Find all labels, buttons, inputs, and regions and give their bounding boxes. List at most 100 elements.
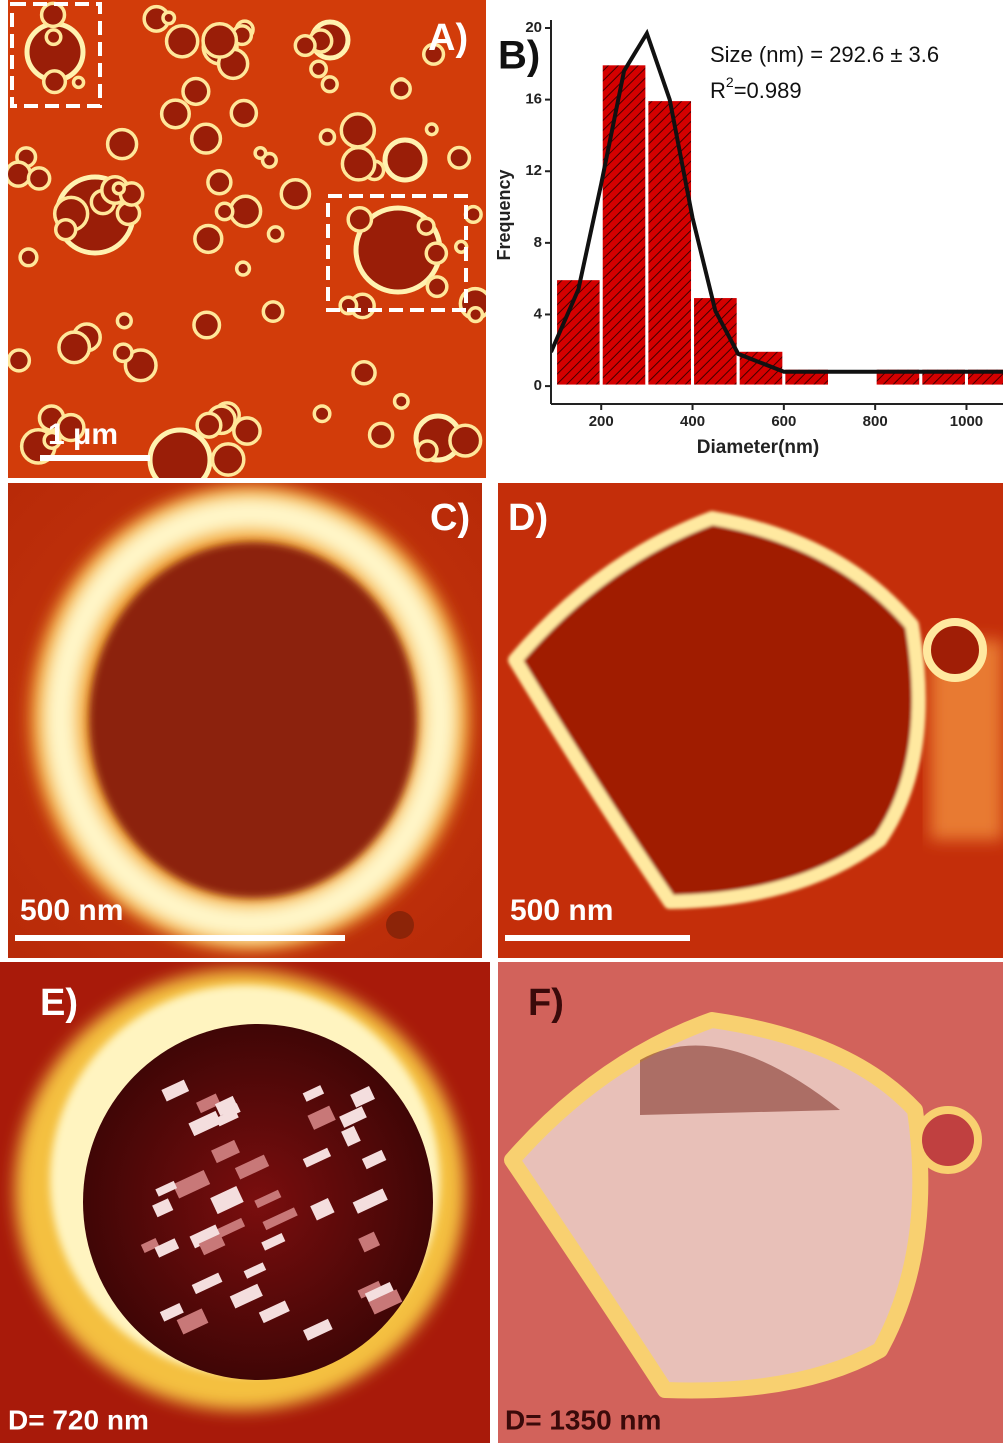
pit xyxy=(44,71,66,93)
pit xyxy=(295,36,315,56)
pit xyxy=(150,430,210,490)
pit xyxy=(192,124,221,153)
pit xyxy=(255,148,266,159)
pit xyxy=(231,101,256,126)
pit xyxy=(342,148,374,180)
pit xyxy=(167,26,198,57)
afm-image-d: 500 nm D) xyxy=(498,483,1003,958)
pit xyxy=(418,441,437,460)
pit xyxy=(353,362,375,384)
panel-label: C) xyxy=(430,497,470,539)
x-axis-title: Diameter(nm) xyxy=(697,437,819,458)
pit xyxy=(449,147,470,168)
figure: 1 μm A) B) Size (nm) = 292.6 ± 3.6 R2=0.… xyxy=(0,0,1003,1443)
bar xyxy=(601,64,647,386)
pit xyxy=(370,423,393,446)
pit xyxy=(426,243,446,263)
pit xyxy=(311,61,326,76)
pit xyxy=(194,312,220,338)
afm-image-f: F) D= 1350 nm xyxy=(498,962,1003,1443)
pit xyxy=(162,100,190,128)
pit xyxy=(56,220,76,240)
pit xyxy=(59,332,89,362)
histogram-panel: B) Size (nm) = 292.6 ± 3.6 R2=0.989 Freq… xyxy=(494,19,1003,458)
pit xyxy=(183,79,209,105)
pit xyxy=(203,24,236,57)
pit xyxy=(237,262,250,275)
pit xyxy=(281,180,309,208)
pit xyxy=(234,418,260,444)
small-pit xyxy=(918,1110,978,1170)
pit xyxy=(322,77,337,92)
pit xyxy=(163,12,174,23)
pit xyxy=(450,425,481,456)
r-squared: R2=0.989 xyxy=(710,74,802,103)
pit xyxy=(216,203,232,219)
caption: D= 1350 nm xyxy=(505,1404,661,1435)
pit xyxy=(208,171,231,194)
r2-base: R xyxy=(710,78,726,103)
pit xyxy=(230,196,260,226)
pit xyxy=(341,114,374,147)
y-tick-label: 4 xyxy=(534,305,543,322)
afm-image-e: E) D= 720 nm xyxy=(0,962,490,1443)
pit xyxy=(20,249,37,266)
x-tick-label: 200 xyxy=(589,413,614,430)
pit xyxy=(6,162,30,186)
r2-rest: =0.989 xyxy=(734,78,802,103)
bar xyxy=(830,386,876,388)
pit xyxy=(314,406,330,422)
pit xyxy=(427,277,446,296)
pit xyxy=(320,130,334,144)
pit xyxy=(89,542,417,898)
pit xyxy=(213,444,244,475)
y-tick-label: 12 xyxy=(525,162,542,179)
y-tick-label: 8 xyxy=(534,234,542,251)
x-tick-label: 600 xyxy=(771,413,796,430)
x-tick-label: 400 xyxy=(680,413,705,430)
bar xyxy=(647,100,693,386)
pit xyxy=(195,225,222,252)
afm-image-a: 1 μm A) xyxy=(6,0,490,490)
pit xyxy=(9,350,30,371)
pit xyxy=(42,3,65,26)
panel-label: B) xyxy=(498,34,540,78)
bar xyxy=(556,279,602,386)
pit xyxy=(263,302,282,321)
annotation: Size (nm) = 292.6 ± 3.6 xyxy=(710,42,939,67)
y-tick-label: 0 xyxy=(534,377,542,394)
pit xyxy=(268,227,282,241)
pit xyxy=(469,308,483,322)
pit xyxy=(108,130,137,159)
small-pit xyxy=(386,911,414,939)
pit xyxy=(28,168,49,189)
y-tick-label: 16 xyxy=(525,91,542,108)
x-tick-label: 800 xyxy=(863,413,888,430)
pit xyxy=(46,30,60,44)
pit xyxy=(348,208,371,231)
panel-label: F) xyxy=(528,982,564,1024)
page: {"figure": { "panels": { "a": {"label": … xyxy=(0,0,1003,1448)
panel-label: E) xyxy=(40,982,78,1024)
scale-label: 500 nm xyxy=(510,894,613,927)
pit xyxy=(392,80,410,98)
pit xyxy=(197,413,221,437)
pit xyxy=(117,314,131,328)
pit xyxy=(74,77,84,87)
x-tick-label: 1000 xyxy=(950,413,983,430)
pit xyxy=(113,183,124,194)
y-axis-title: Frequency xyxy=(494,169,514,260)
afm-image-c: 500 nm C) xyxy=(8,483,482,958)
caption: D= 720 nm xyxy=(8,1404,149,1435)
pit xyxy=(115,344,132,361)
pit xyxy=(418,218,434,234)
pit xyxy=(395,395,408,408)
small-pit xyxy=(927,622,983,678)
r2-sup: 2 xyxy=(726,74,734,90)
y-tick-label: 20 xyxy=(525,19,542,36)
scale-label: 500 nm xyxy=(20,894,123,927)
panel-label: A) xyxy=(428,17,468,59)
scale-label: 1 μm xyxy=(48,418,118,451)
pit xyxy=(385,140,425,180)
pit xyxy=(426,124,437,135)
